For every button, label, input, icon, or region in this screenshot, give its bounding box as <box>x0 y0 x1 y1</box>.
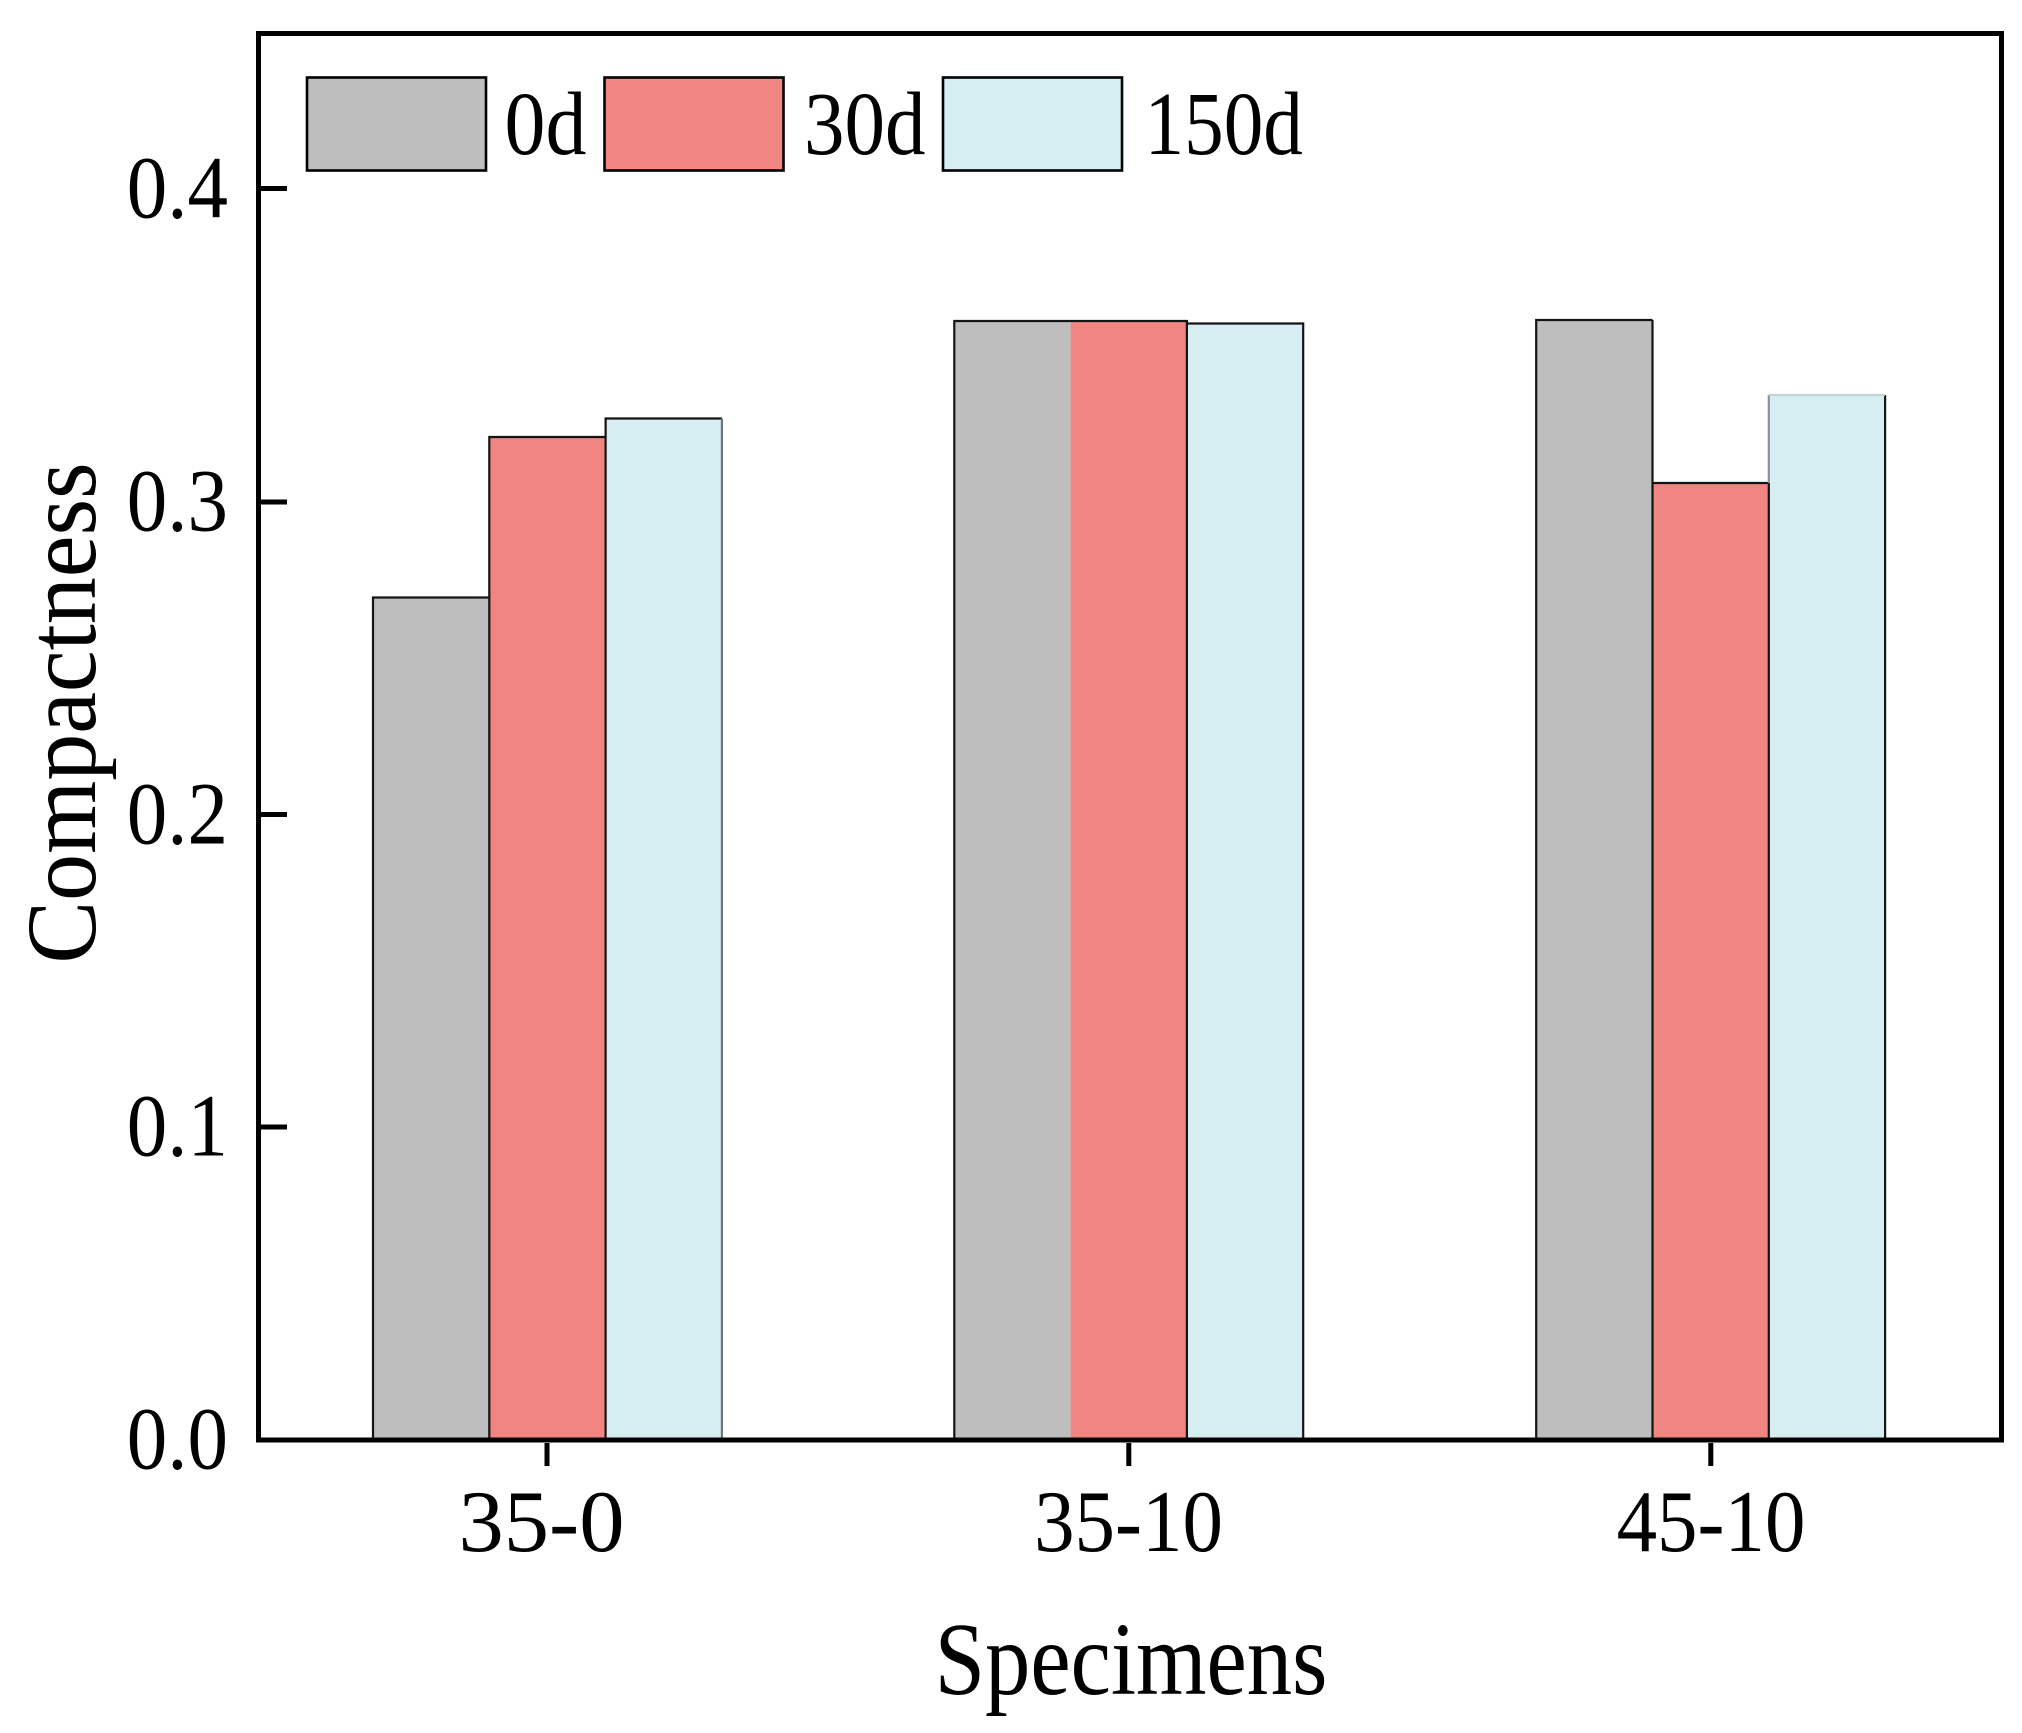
svg-text:Compactness: Compactness <box>6 462 116 963</box>
svg-text:0.4: 0.4 <box>127 139 228 237</box>
svg-text:0.0: 0.0 <box>127 1390 228 1488</box>
svg-text:0.1: 0.1 <box>127 1077 228 1175</box>
svg-text:35-0: 35-0 <box>458 1473 624 1571</box>
svg-text:0.3: 0.3 <box>127 452 228 550</box>
svg-text:30d: 30d <box>804 74 925 174</box>
svg-text:150d: 150d <box>1145 74 1303 174</box>
svg-text:35-10: 35-10 <box>1034 1474 1223 1571</box>
svg-text:45-10: 45-10 <box>1617 1474 1806 1571</box>
svg-text:0.2: 0.2 <box>127 765 228 863</box>
svg-text:0d: 0d <box>505 73 587 173</box>
svg-text:Specimens: Specimens <box>935 1602 1328 1717</box>
